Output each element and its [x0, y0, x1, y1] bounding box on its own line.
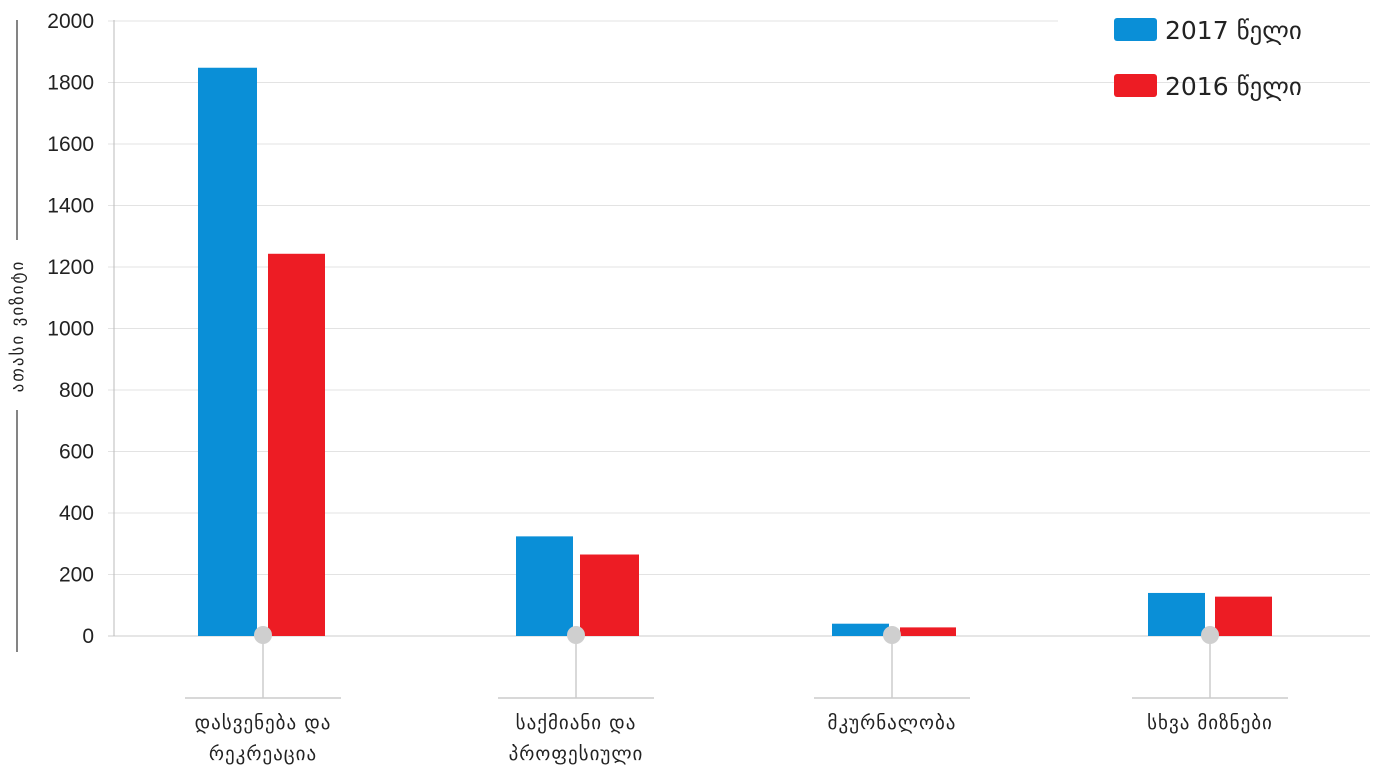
- y-tick-label: 0: [82, 625, 94, 648]
- category-label: საქმიანი და: [516, 712, 637, 734]
- legend-label: 2017 წელი: [1165, 16, 1302, 45]
- y-tick-label: 800: [59, 379, 94, 402]
- category-label: პროფესიული: [509, 743, 644, 765]
- category-label: დასვენება და: [195, 712, 332, 734]
- y-tick-label: 1000: [47, 318, 94, 341]
- y-tick-label: 1600: [47, 133, 94, 156]
- y-tick-label: 600: [59, 441, 94, 464]
- category-label: სხვა მიზნები: [1147, 712, 1273, 734]
- legend-swatch: [1114, 74, 1157, 97]
- bar: [900, 627, 956, 636]
- y-tick-label: 2000: [47, 10, 94, 33]
- category-marker: [883, 626, 901, 644]
- y-axis-ticks: 0 200 400 600 800 1000 1200 1400 1600 1800 2000: [47, 10, 94, 648]
- bar: [1148, 592, 1205, 636]
- category-marker: [254, 626, 272, 644]
- category-labels: დასვენება და რეკრეაცია საქმიანი და პროფესიუ…: [185, 626, 1288, 765]
- y-tick-label: 1400: [47, 195, 94, 218]
- category-label: რეკრეაცია: [209, 743, 317, 765]
- bar: [580, 554, 639, 636]
- bar: [268, 253, 325, 636]
- legend: 2017 წელი 2016 წელი: [1114, 16, 1302, 101]
- y-tick-label: 1200: [47, 256, 94, 279]
- category-marker: [567, 626, 585, 644]
- y-axis-label: ათასი ვიზიტი: [8, 260, 28, 393]
- legend-swatch: [1114, 18, 1157, 41]
- y-tick-label: 200: [59, 564, 94, 587]
- bar: [832, 623, 889, 636]
- y-tick-label: 400: [59, 502, 94, 525]
- bar: [198, 67, 257, 637]
- bar: [1215, 596, 1272, 636]
- bar: [516, 536, 573, 636]
- legend-label: 2016 წელი: [1165, 72, 1302, 101]
- category-marker: [1201, 626, 1219, 644]
- bars: [198, 67, 1272, 637]
- category-label: მკურნალობა: [828, 712, 957, 734]
- y-tick-label: 1800: [47, 72, 94, 95]
